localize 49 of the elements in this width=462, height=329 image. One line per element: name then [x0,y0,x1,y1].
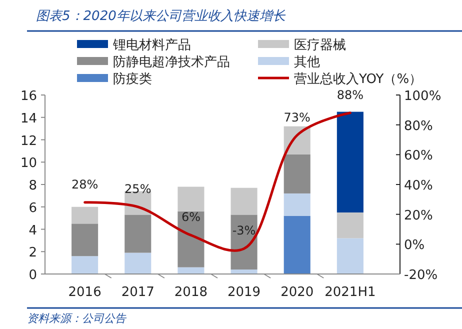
bar [284,154,310,194]
y-tick-label: 8 [28,178,37,194]
legend-label: 锂电材料产品 [112,38,191,53]
y-tick-label: 12 [20,134,37,149]
x-tick-label: 2016 [68,285,102,300]
y2-tick-label: 80% [404,118,433,134]
legend-label: 其他 [294,55,320,70]
bar [336,238,364,274]
data-label: -3% [232,224,256,238]
y2-tick-label: 100% [404,89,442,104]
data-label: 6% [181,210,200,224]
data-label: 28% [71,177,98,192]
bar [284,216,310,274]
y-tick-label: 16 [20,89,37,104]
y2-tick-label: -20% [404,268,438,283]
x-tick-label: 2020 [280,285,314,300]
bar [124,214,152,253]
x-tick-label: 2021H1 [324,285,376,300]
x-tick-label: 2018 [174,285,208,300]
y2-tick-label: 40% [404,178,433,194]
legend-label: 营业总收入YOY（%） [294,72,422,87]
bar [72,224,98,256]
y-tick-label: 4 [28,223,37,238]
data-label: 25% [124,182,152,196]
legend-label: 医疗器械 [294,38,346,53]
y2-tick-label: 60% [404,148,433,164]
y-tick-label: 0 [28,268,37,283]
y-tick-label: 2 [28,246,37,261]
y-tick-label: 10 [20,156,37,172]
x-tick-label: 2017 [121,285,154,300]
chart-title: 图表5：2020年以来公司营业收入快速增长 [36,9,286,24]
bar [178,186,204,212]
text: 资料来源：公司公告 [27,312,127,325]
data-label: 73% [284,110,310,124]
bar [336,212,364,238]
bar [72,206,98,224]
legend-label: 防静电超净技术产品 [113,55,230,70]
y2-tick-label: 20% [404,208,433,224]
x-tick-label: 2019 [227,285,261,300]
bar [284,193,310,216]
bar [124,252,152,274]
data-label: 88% [336,88,364,102]
bar [230,188,258,215]
y2-tick-label: 0% [404,238,425,254]
y-tick-label: 14 [20,111,37,126]
bar [72,256,98,274]
bar [336,112,364,212]
legend-label: 防疫类 [113,72,152,87]
y-tick-label: 6 [28,200,37,216]
